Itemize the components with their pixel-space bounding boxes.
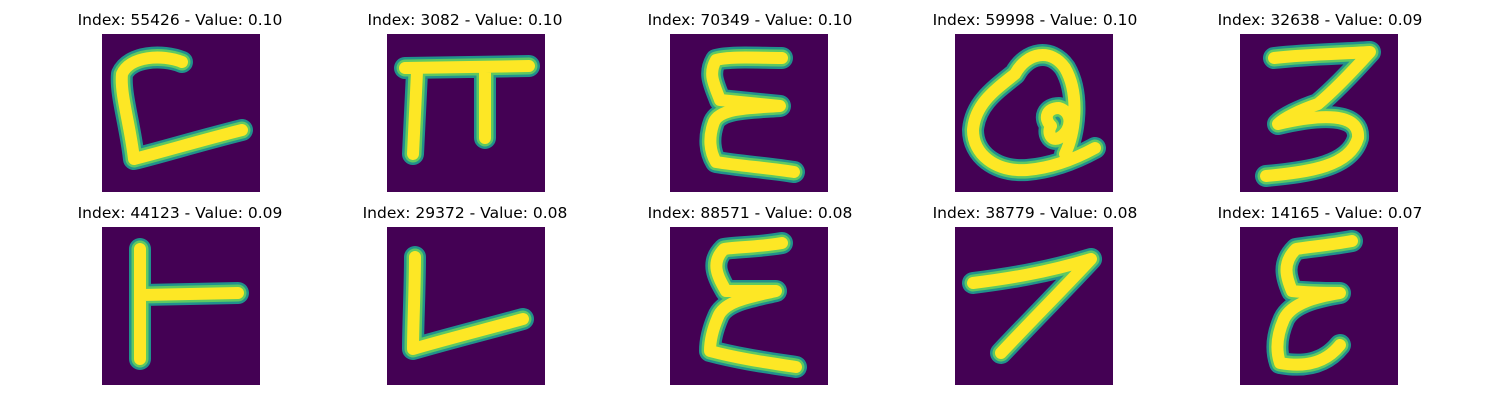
t-rotated-glyph bbox=[129, 238, 249, 370]
panel-3: Index: 70349 - Value: 0.10 bbox=[600, 0, 900, 192]
epsilon-glyph bbox=[699, 46, 805, 183]
loop-a-glyph bbox=[962, 44, 1106, 182]
digit-image bbox=[102, 34, 260, 192]
panel-9: Index: 38779 - Value: 0.08 bbox=[885, 193, 1185, 385]
panel-8: Index: 88571 - Value: 0.08 bbox=[600, 193, 900, 385]
panel-title: Index: 44123 - Value: 0.09 bbox=[77, 204, 283, 222]
three-glyph bbox=[1255, 41, 1381, 187]
panel-title: Index: 29372 - Value: 0.08 bbox=[362, 204, 568, 222]
hook-c-glyph bbox=[110, 46, 253, 170]
digit-image bbox=[387, 227, 545, 385]
l-shape-glyph bbox=[402, 246, 534, 360]
digit-image bbox=[670, 34, 828, 192]
epsilon-glyph bbox=[699, 232, 807, 378]
digit-image bbox=[1240, 227, 1398, 385]
digit-image bbox=[387, 34, 545, 192]
panel-1: Index: 55426 - Value: 0.10 bbox=[30, 0, 330, 192]
panel-title: Index: 38779 - Value: 0.08 bbox=[932, 204, 1138, 222]
seven-glyph bbox=[962, 248, 1102, 364]
pi-glyph bbox=[394, 55, 540, 165]
panel-2: Index: 3082 - Value: 0.10 bbox=[315, 0, 615, 192]
panel-title: Index: 88571 - Value: 0.08 bbox=[647, 204, 853, 222]
digit-image bbox=[102, 227, 260, 385]
panel-title: Index: 3082 - Value: 0.10 bbox=[367, 11, 563, 29]
panel-10: Index: 14165 - Value: 0.07 bbox=[1170, 193, 1470, 385]
panel-title: Index: 32638 - Value: 0.09 bbox=[1217, 11, 1423, 29]
panel-6: Index: 44123 - Value: 0.09 bbox=[30, 193, 330, 385]
panel-title: Index: 59998 - Value: 0.10 bbox=[932, 11, 1138, 29]
digit-image bbox=[670, 227, 828, 385]
digit-image bbox=[955, 34, 1113, 192]
digit-image bbox=[1240, 34, 1398, 192]
digit-image bbox=[955, 227, 1113, 385]
panel-title: Index: 55426 - Value: 0.10 bbox=[77, 11, 283, 29]
panel-4: Index: 59998 - Value: 0.10 bbox=[885, 0, 1185, 192]
panel-7: Index: 29372 - Value: 0.08 bbox=[315, 193, 615, 385]
panel-title: Index: 14165 - Value: 0.07 bbox=[1217, 204, 1423, 222]
panel-title: Index: 70349 - Value: 0.10 bbox=[647, 11, 853, 29]
epsilon-glyph bbox=[1266, 230, 1363, 376]
panel-5: Index: 32638 - Value: 0.09 bbox=[1170, 0, 1470, 192]
